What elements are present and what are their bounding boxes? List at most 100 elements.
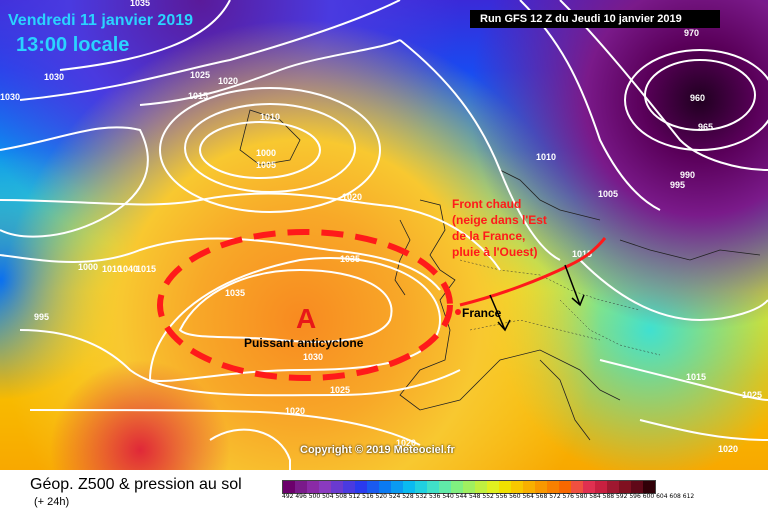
isobar-label: 965 — [698, 122, 713, 132]
color-scale-swatch — [367, 481, 379, 493]
color-scale-swatch — [583, 481, 595, 493]
isobar-label: 1025 — [742, 390, 762, 400]
isobar-1010-north — [399, 39, 561, 261]
isobar-label: 995 — [34, 312, 49, 322]
isobar-label: 1030 — [303, 352, 323, 362]
isobar-965-low — [624, 49, 768, 151]
geopotential-map-svg: 1030 1025 1020 1015 1010 1000 1005 1035 … — [0, 0, 768, 470]
color-scale-swatch — [355, 481, 367, 493]
border-2 — [469, 319, 601, 341]
isobar-label: 1035 — [225, 288, 245, 298]
isobar-1030-nw — [59, 0, 231, 71]
isobar-1030-high — [149, 257, 442, 383]
isobar-label: 1030 — [0, 92, 20, 102]
borders — [459, 259, 661, 356]
isobar-975-ne — [559, 0, 768, 171]
model-run-label: Run GFS 12 Z du Jeudi 10 janvier 2019 — [470, 10, 720, 28]
copyright-text: Copyright © 2019 Meteociel.fr — [300, 444, 455, 456]
isobar-label: 1000 — [256, 148, 276, 158]
isobar-1010-iceland — [159, 87, 381, 213]
front-line-1: Front chaud — [452, 197, 522, 211]
coastlines — [239, 109, 761, 441]
weather-map: 1030 1025 1020 1015 1010 1000 1005 1035 … — [0, 0, 768, 470]
coastline-iceland — [239, 109, 301, 166]
border-3 — [559, 299, 661, 356]
isobar-1015-north — [139, 39, 401, 106]
color-scale-swatch — [427, 481, 439, 493]
forecast-range: (+ 24h) — [34, 496, 70, 508]
coastline-east — [619, 239, 761, 261]
isobar-label: 1025 — [330, 385, 350, 395]
color-scale-swatch — [523, 481, 535, 493]
isobar-label: 1020 — [396, 438, 416, 448]
forecast-date: Vendredi 11 janvier 2019 — [8, 12, 194, 29]
coastline-italy — [539, 359, 591, 441]
low-pressure-shading — [0, 0, 768, 470]
front-line-4: pluie à l'Ouest) — [452, 245, 538, 259]
isobar-label: 1005 — [256, 160, 276, 170]
isobar-990-ne — [519, 0, 661, 211]
color-scale-swatch — [283, 481, 295, 493]
isobar-label: 995 — [670, 180, 685, 190]
color-scale-swatch — [403, 481, 415, 493]
isobar-1025-se — [639, 419, 768, 441]
color-scale-swatch — [415, 481, 427, 493]
arrow-southeast-1 — [489, 294, 511, 332]
color-scale-swatch — [391, 481, 403, 493]
color-scale-swatch — [463, 481, 475, 493]
color-scale-swatch — [619, 481, 631, 493]
isobar-label: 1040 — [118, 264, 138, 274]
forecast-time: 13:00 locale — [16, 34, 130, 56]
isobar-960-low — [644, 59, 756, 131]
isobar-label: 1035 — [130, 0, 150, 8]
isobar-1005-iceland — [184, 103, 356, 193]
isobars — [0, 0, 768, 470]
isobar-label: 1020 — [285, 406, 305, 416]
high-pressure-letter: A — [296, 303, 316, 334]
color-scale-swatch — [499, 481, 511, 493]
color-scale-labels: 492 496 500 504 508 512 516 520 524 528 … — [282, 493, 695, 500]
coastline-west-europe — [399, 199, 621, 411]
france-marker — [455, 309, 461, 315]
isobar-label: 1010 — [260, 112, 280, 122]
color-scale-swatch — [547, 481, 559, 493]
isobar-label: 990 — [680, 170, 695, 180]
isobar-1025-south — [19, 329, 461, 397]
isobar-1020-south — [29, 409, 421, 446]
front-movement-arrows — [489, 264, 585, 332]
isobar-1015-east — [579, 259, 768, 322]
color-scale-swatch — [319, 481, 331, 493]
isobar-labels: 1030 1025 1020 1015 1010 1000 1005 1035 … — [0, 0, 762, 454]
isobar-label: 1015 — [136, 264, 156, 274]
isobar-label: 1015 — [686, 372, 706, 382]
isobar-1020-mid — [0, 192, 501, 271]
anticyclone-label: Puissant anticyclone — [244, 336, 364, 350]
isobar-label: 1010 — [102, 264, 122, 274]
anticyclone-outline — [157, 229, 453, 381]
isobar-label: 1015 — [188, 91, 208, 101]
france-label: France — [462, 306, 502, 320]
isobar-label: 1010 — [536, 152, 556, 162]
coastline-british-isles — [394, 219, 411, 296]
isobar-1025-north — [19, 0, 401, 101]
color-scale-swatch — [607, 481, 619, 493]
color-scale-swatch — [535, 481, 547, 493]
isobar-label: 1015 — [572, 249, 592, 259]
warm-front-annotation: Front chaud (neige dans l'Est de la Fran… — [452, 196, 547, 260]
border-1 — [459, 259, 641, 311]
isobar-label: 1020 — [342, 192, 362, 202]
isobar-1000-iceland — [199, 121, 321, 179]
isobar-label: 960 — [690, 93, 705, 103]
color-scale-swatch — [475, 481, 487, 493]
isobar-1020-east — [599, 359, 768, 401]
color-scale-swatch — [511, 481, 523, 493]
isobar-label: 1005 — [598, 189, 618, 199]
isobar-label: 1025 — [190, 70, 210, 80]
color-scale-swatch — [307, 481, 319, 493]
color-scale-swatch — [643, 481, 655, 493]
front-line-3: de la France, — [452, 229, 526, 243]
color-scale-swatch — [439, 481, 451, 493]
color-scale-swatch — [631, 481, 643, 493]
color-scale-swatch — [595, 481, 607, 493]
